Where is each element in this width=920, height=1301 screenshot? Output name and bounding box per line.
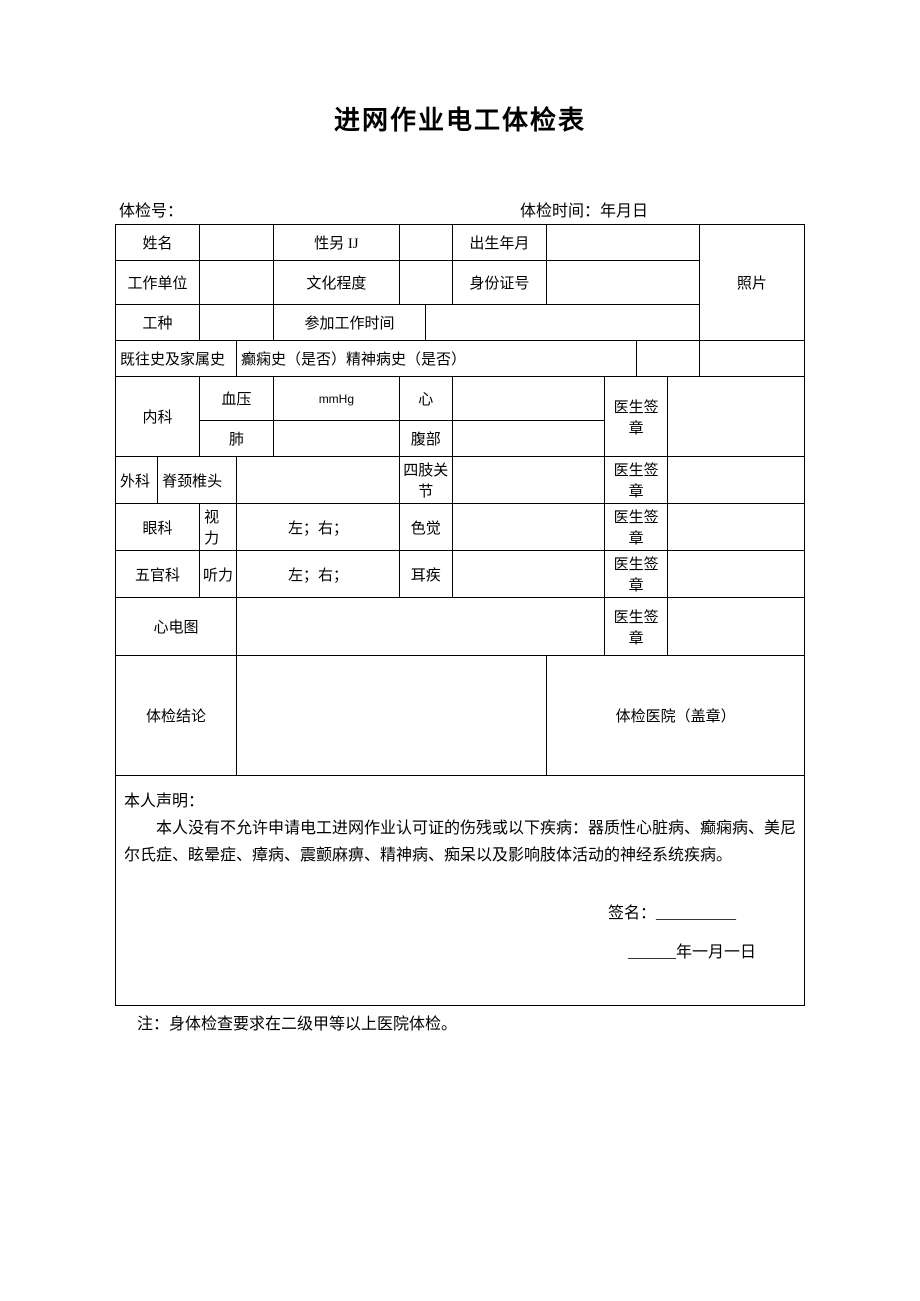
label-work-start: 参加工作时间 [273,305,426,341]
field-heart[interactable] [452,377,605,421]
declaration-cell: 本人声明： 本人没有不允许申请电工进网作业认可证的伤残或以下疾病：器质性心脏病、… [116,776,805,1006]
label-doctor-sign-2: 医生签章 [605,457,668,504]
label-education: 文化程度 [273,261,399,305]
label-work-unit: 工作单位 [116,261,200,305]
label-lung: 肺 [200,421,274,457]
label-vision: 视力 [200,504,237,551]
field-work-start[interactable] [426,305,699,341]
label-surgery: 外科 [116,457,158,504]
label-heart: 心 [399,377,452,421]
label-name: 姓名 [116,225,200,261]
page-title: 进网作业电工体检表 [115,100,805,137]
label-ecg: 心电图 [116,598,237,656]
declaration-heading: 本人声明： [124,788,796,815]
footer-note: 注：身体检查要求在二级甲等以上医院体检。 [115,1010,805,1034]
label-mmhg: mmHg [273,377,399,421]
field-hearing-lr: 左；右； [236,551,399,598]
field-color-vision[interactable] [452,504,605,551]
label-doctor-sign-4: 医生签章 [605,551,668,598]
label-abdomen: 腹部 [399,421,452,457]
field-doctor-sign-5[interactable] [668,598,805,656]
exam-form-table: 姓名 性另 IJ 出生年月 照片 工作单位 文化程度 身份证号 工种 参加工作时… [115,224,805,1006]
label-job-type: 工种 [116,305,200,341]
field-doctor-sign-4[interactable] [668,551,805,598]
exam-time-label: 体检时间：年月日 [400,197,801,221]
field-work-unit[interactable] [200,261,274,305]
field-doctor-sign-3[interactable] [668,504,805,551]
date-line: ______年一月一日 [124,939,796,966]
label-doctor-sign-1: 医生签章 [605,377,668,457]
field-ecg[interactable] [236,598,604,656]
declaration-body: 本人没有不允许申请电工进网作业认可证的伤残或以下疾病：器质性心脏病、癫痫病、美尼… [124,815,796,869]
label-spine: 脊颈椎头 [158,457,237,504]
label-sex: 性另 IJ [273,225,399,261]
label-internal: 内科 [116,377,200,457]
field-vision-lr: 左；右； [236,504,399,551]
field-birth[interactable] [547,225,699,261]
field-history-blank[interactable] [636,341,699,377]
field-ear-disease[interactable] [452,551,605,598]
field-abdomen[interactable] [452,421,605,457]
label-doctor-sign-5: 医生签章 [605,598,668,656]
label-birth: 出生年月 [452,225,547,261]
label-history: 既往史及家属史 [116,341,237,377]
photo-box: 照片 [699,225,804,341]
label-doctor-sign-3: 医生签章 [605,504,668,551]
field-sex[interactable] [399,225,452,261]
field-doctor-sign-2[interactable] [668,457,805,504]
field-id[interactable] [547,261,699,305]
exam-number-label: 体检号： [119,197,400,221]
label-color-vision: 色觉 [399,504,452,551]
label-id: 身份证号 [452,261,547,305]
field-lung[interactable] [273,421,399,457]
label-bp: 血压 [200,377,274,421]
label-hearing: 听力 [200,551,237,598]
label-ent: 五官科 [116,551,200,598]
header-row: 体检号： 体检时间：年月日 [115,197,805,221]
field-history-blank2[interactable] [699,341,804,377]
field-education[interactable] [399,261,452,305]
field-spine[interactable] [236,457,399,504]
field-history: 癫痫史（是否）精神病史（是否） [236,341,636,377]
label-hospital-seal: 体检医院（盖章） [547,656,805,776]
field-limbs[interactable] [452,457,605,504]
field-conclusion[interactable] [236,656,546,776]
label-eye: 眼科 [116,504,200,551]
signature-line[interactable]: 签名：__________ [124,900,796,927]
field-doctor-sign-1[interactable] [668,377,805,457]
field-job-type[interactable] [200,305,274,341]
label-conclusion: 体检结论 [116,656,237,776]
label-limbs: 四肢关节 [399,457,452,504]
label-ear-disease: 耳疾 [399,551,452,598]
field-name[interactable] [200,225,274,261]
